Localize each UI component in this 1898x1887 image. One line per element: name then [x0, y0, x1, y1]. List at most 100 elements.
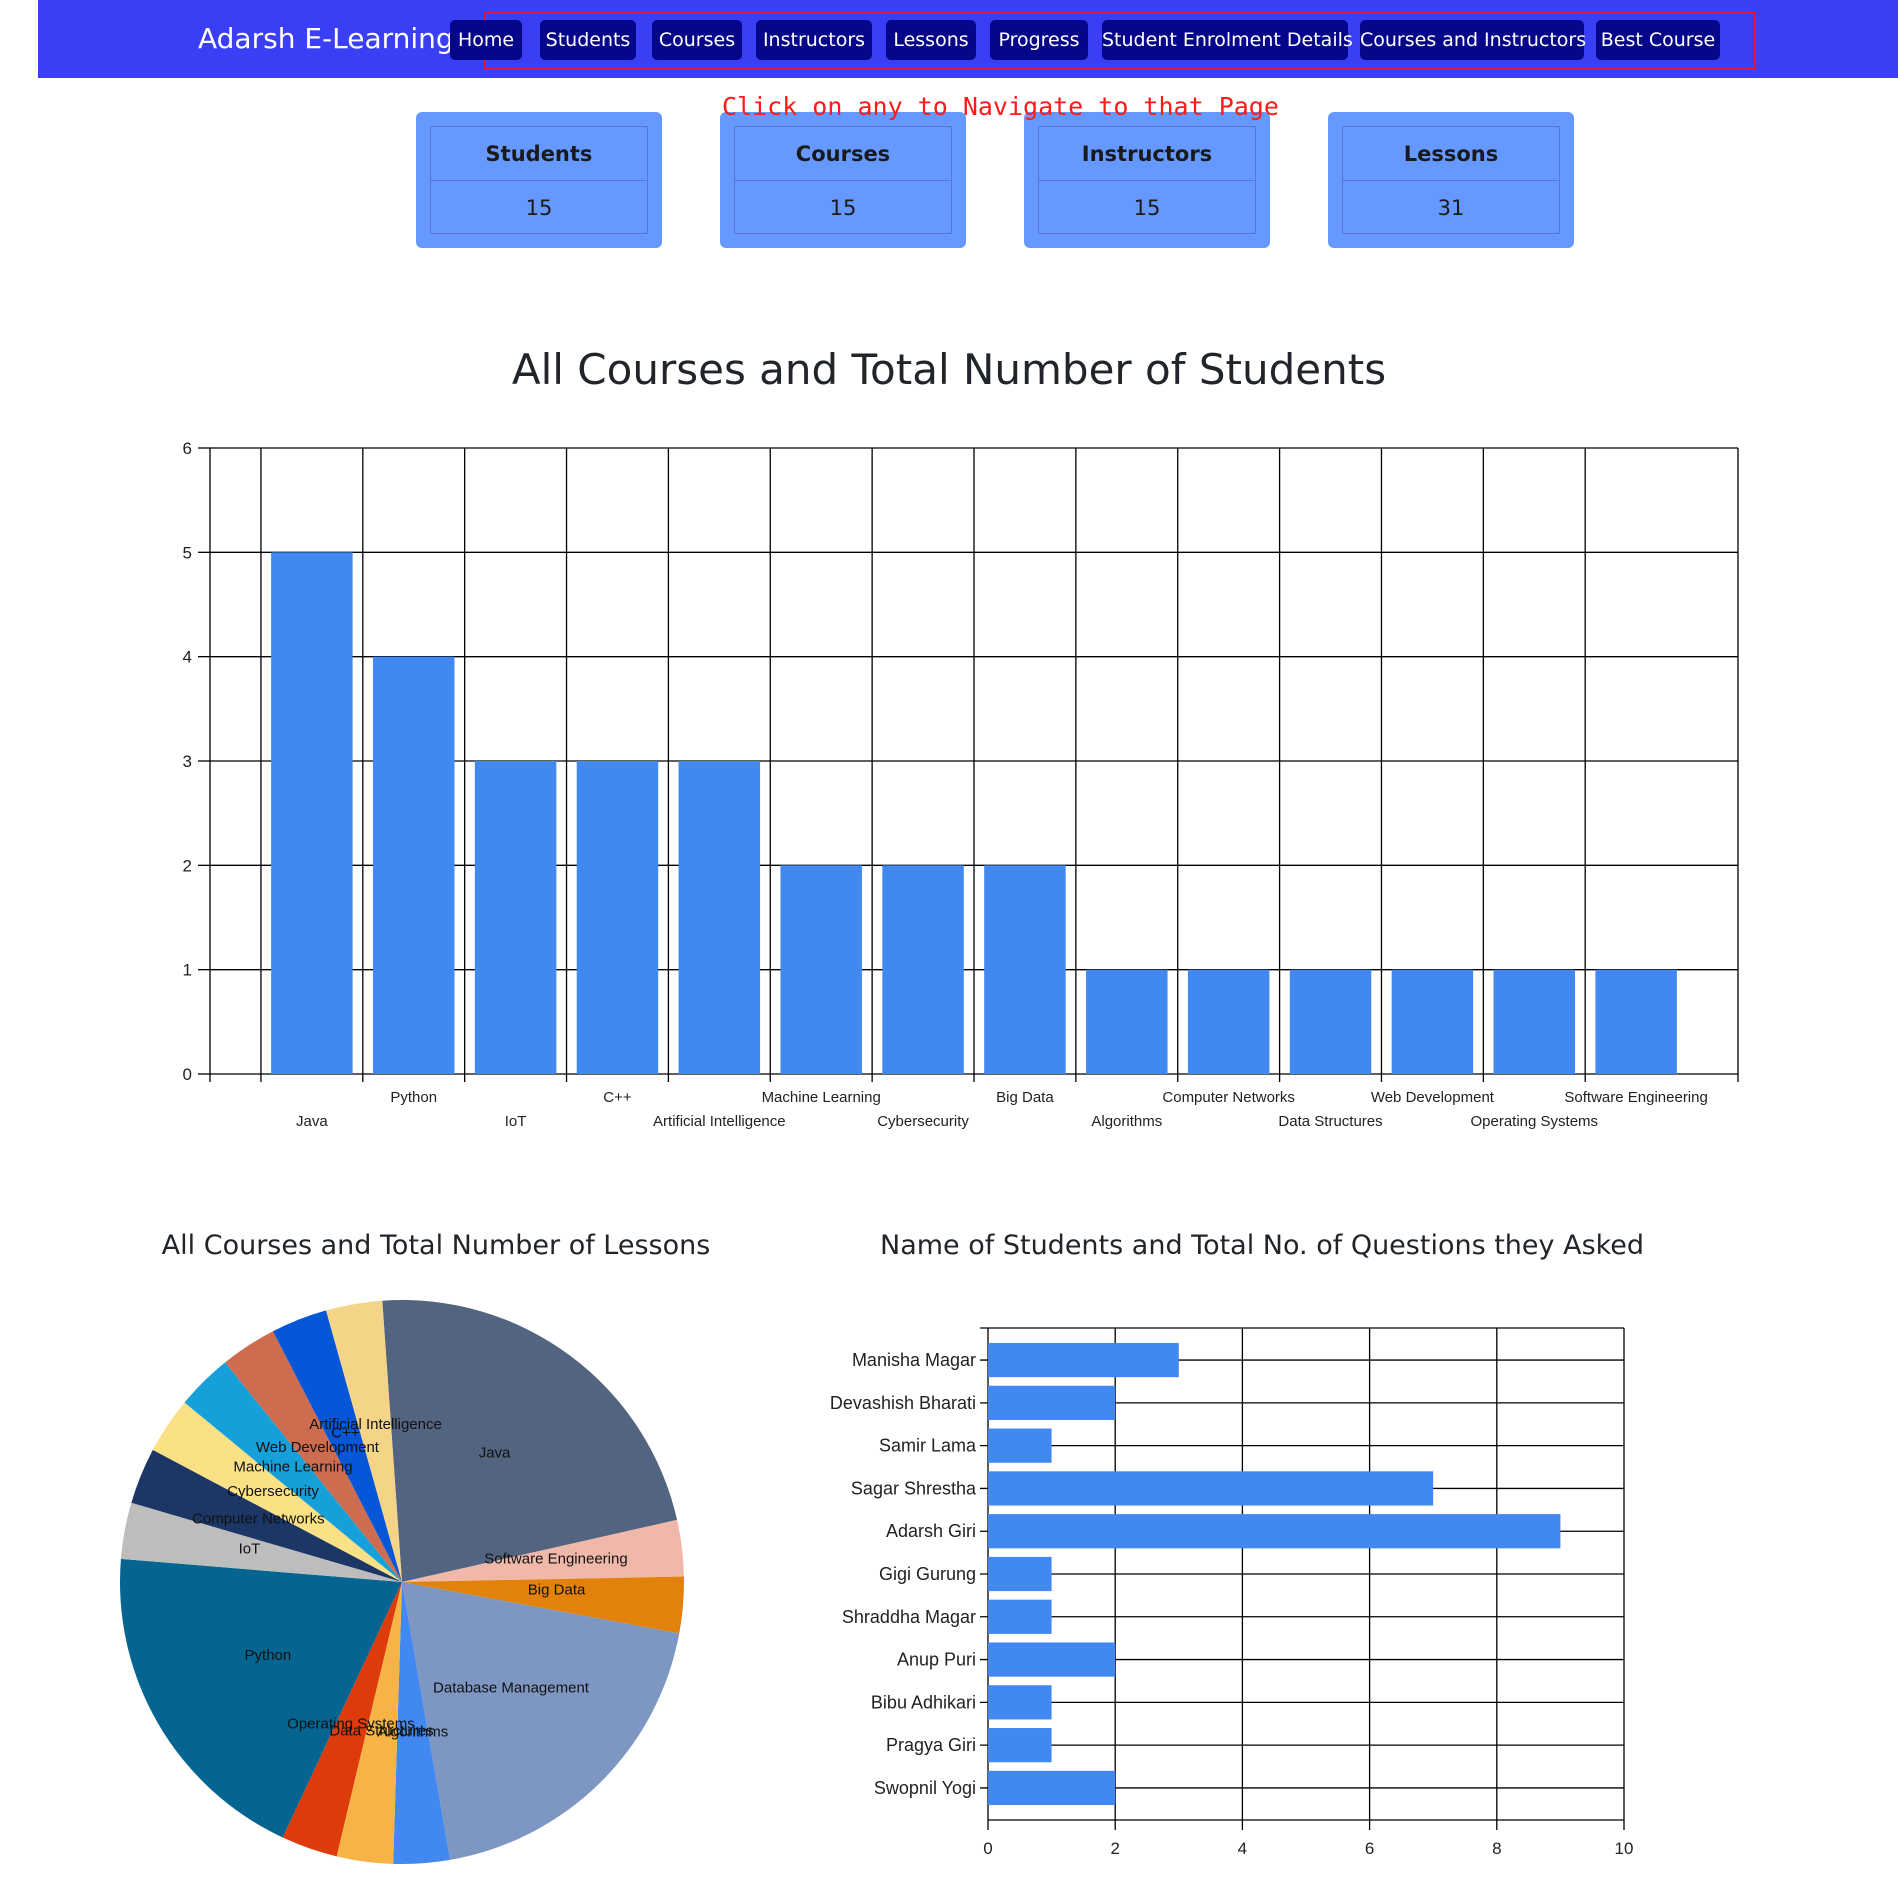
pie-slice — [382, 1300, 678, 1582]
stat-card-instructors[interactable]: Instructors 15 — [1024, 112, 1270, 248]
nav-home-button[interactable]: Home — [450, 20, 522, 60]
bar — [988, 1599, 1052, 1634]
pie-label: Database Management — [433, 1679, 590, 1696]
stat-card-label: Instructors — [1039, 127, 1255, 181]
pie-label: Python — [245, 1647, 292, 1664]
bar — [988, 1728, 1052, 1763]
x-tick-label: Big Data — [996, 1089, 1054, 1106]
x-tick-label: 10 — [1615, 1839, 1634, 1858]
bar — [271, 552, 353, 1074]
pie-slice — [402, 1576, 684, 1634]
x-tick-label: IoT — [505, 1113, 527, 1130]
y-tick-label: 5 — [183, 543, 192, 562]
x-tick-label: C++ — [603, 1089, 632, 1106]
pie-label: Computer Networks — [192, 1511, 325, 1528]
pie-label: Operating Systems — [287, 1715, 415, 1732]
bar — [988, 1770, 1116, 1806]
pie-slice — [402, 1582, 680, 1860]
stat-card-table: Students 15 — [430, 126, 648, 234]
y-tick-label: Adarsh Giri — [886, 1521, 976, 1541]
bar — [988, 1685, 1052, 1720]
pie-label: Java — [479, 1445, 511, 1462]
bar — [780, 865, 862, 1074]
pie-label: Big Data — [528, 1582, 586, 1599]
pie-label: Algorithms — [377, 1724, 448, 1741]
students-chart-title: All Courses and Total Number of Students — [511, 345, 1387, 394]
stat-card-value: 15 — [1133, 196, 1161, 220]
stat-card-lessons[interactable]: Lessons 31 — [1328, 112, 1574, 248]
stat-card-students[interactable]: Students 15 — [416, 112, 662, 248]
y-tick-label: Gigi Gurung — [879, 1564, 976, 1584]
nav-students-button[interactable]: Students — [540, 20, 636, 60]
stat-card-table: Courses 15 — [734, 126, 952, 234]
x-tick-label: Data Structures — [1278, 1113, 1382, 1130]
pie-label: Artificial Intelligence — [309, 1416, 442, 1433]
navigation-hint: Click on any to Navigate to that Page — [722, 92, 1279, 121]
y-tick-label: Samir Lama — [879, 1436, 977, 1456]
bar — [988, 1556, 1052, 1592]
y-tick-label: Swopnil Yogi — [874, 1778, 976, 1798]
bar — [988, 1342, 1179, 1378]
x-tick-label: Cybersecurity — [877, 1113, 969, 1130]
bar — [988, 1471, 1434, 1506]
nav-progress-button[interactable]: Progress — [990, 20, 1088, 60]
bar — [1289, 969, 1372, 1074]
nav-best-course-button[interactable]: Best Course — [1596, 20, 1720, 60]
lessons-chart-title: All Courses and Total Number of Lessons — [161, 1230, 711, 1261]
nav-courses-instructors-button[interactable]: Courses and Instructors — [1360, 20, 1586, 60]
stat-card-label: Courses — [735, 127, 951, 181]
navbar: Adarsh E-Learning Home Students Courses … — [38, 0, 1898, 78]
x-tick-label: 2 — [1110, 1839, 1119, 1858]
pie-slice — [120, 1502, 402, 1582]
pie-slice — [184, 1362, 402, 1582]
bar — [678, 761, 761, 1074]
y-tick-label: 0 — [183, 1065, 192, 1084]
nav-student-enrolment-button[interactable]: Student Enrolment Details — [1102, 20, 1353, 60]
bar — [988, 1428, 1052, 1463]
lessons-pie-chart: Java Software Engineering Big Data Database… — [120, 1300, 684, 1864]
pie-slice — [402, 1519, 684, 1582]
questions-chart-title: Name of Students and Total No. of Questi… — [880, 1230, 1645, 1261]
y-tick-label: Sagar Shrestha — [851, 1478, 977, 1498]
pie-slice — [225, 1331, 402, 1582]
x-tick-label: 8 — [1492, 1839, 1501, 1858]
pie-label: Data Structures — [329, 1723, 433, 1740]
y-tick-label: Anup Puri — [897, 1650, 976, 1670]
x-tick-label: 4 — [1238, 1839, 1247, 1858]
bar — [1493, 969, 1576, 1074]
stat-card-label: Students — [431, 127, 647, 181]
bar — [988, 1385, 1116, 1420]
stat-card-value: 15 — [525, 196, 553, 220]
x-tick-label: 6 — [1365, 1839, 1374, 1858]
y-tick-label: 6 — [183, 439, 192, 458]
bar — [372, 656, 455, 1074]
stat-card-value: 15 — [829, 196, 857, 220]
nav-courses-button[interactable]: Courses — [652, 20, 742, 60]
x-tick-label: Operating Systems — [1470, 1113, 1598, 1130]
nav-lessons-button[interactable]: Lessons — [886, 20, 976, 60]
pie-slice — [272, 1310, 402, 1582]
x-tick-label: Python — [390, 1089, 437, 1106]
bar — [988, 1514, 1561, 1549]
y-tick-label: 2 — [183, 856, 192, 875]
brand[interactable]: Adarsh E-Learning — [198, 22, 454, 55]
pie-slice — [393, 1582, 451, 1864]
x-tick-label: Web Development — [1371, 1089, 1495, 1106]
stat-card-courses[interactable]: Courses 15 — [720, 112, 966, 248]
bar — [474, 761, 557, 1074]
pie-slice — [120, 1558, 403, 1838]
stat-card-table: Lessons 31 — [1342, 126, 1560, 234]
y-tick-label: 3 — [183, 752, 192, 771]
pie-label: Software Engineering — [484, 1550, 627, 1567]
bar — [984, 865, 1066, 1074]
x-tick-label: Algorithms — [1091, 1113, 1162, 1130]
nav-instructors-button[interactable]: Instructors — [756, 20, 872, 60]
x-tick-label: Software Engineering — [1564, 1089, 1707, 1106]
bar — [576, 761, 659, 1074]
pie-label: Cybersecurity — [227, 1483, 319, 1500]
students-bar-chart: 0 1 2 3 4 5 6 Java Python IoT C++ Artificial Intell… — [183, 439, 1739, 1130]
bar — [1187, 969, 1270, 1074]
x-tick-label: Computer Networks — [1162, 1089, 1295, 1106]
bar — [882, 865, 964, 1074]
x-tick-label: 0 — [983, 1839, 992, 1858]
